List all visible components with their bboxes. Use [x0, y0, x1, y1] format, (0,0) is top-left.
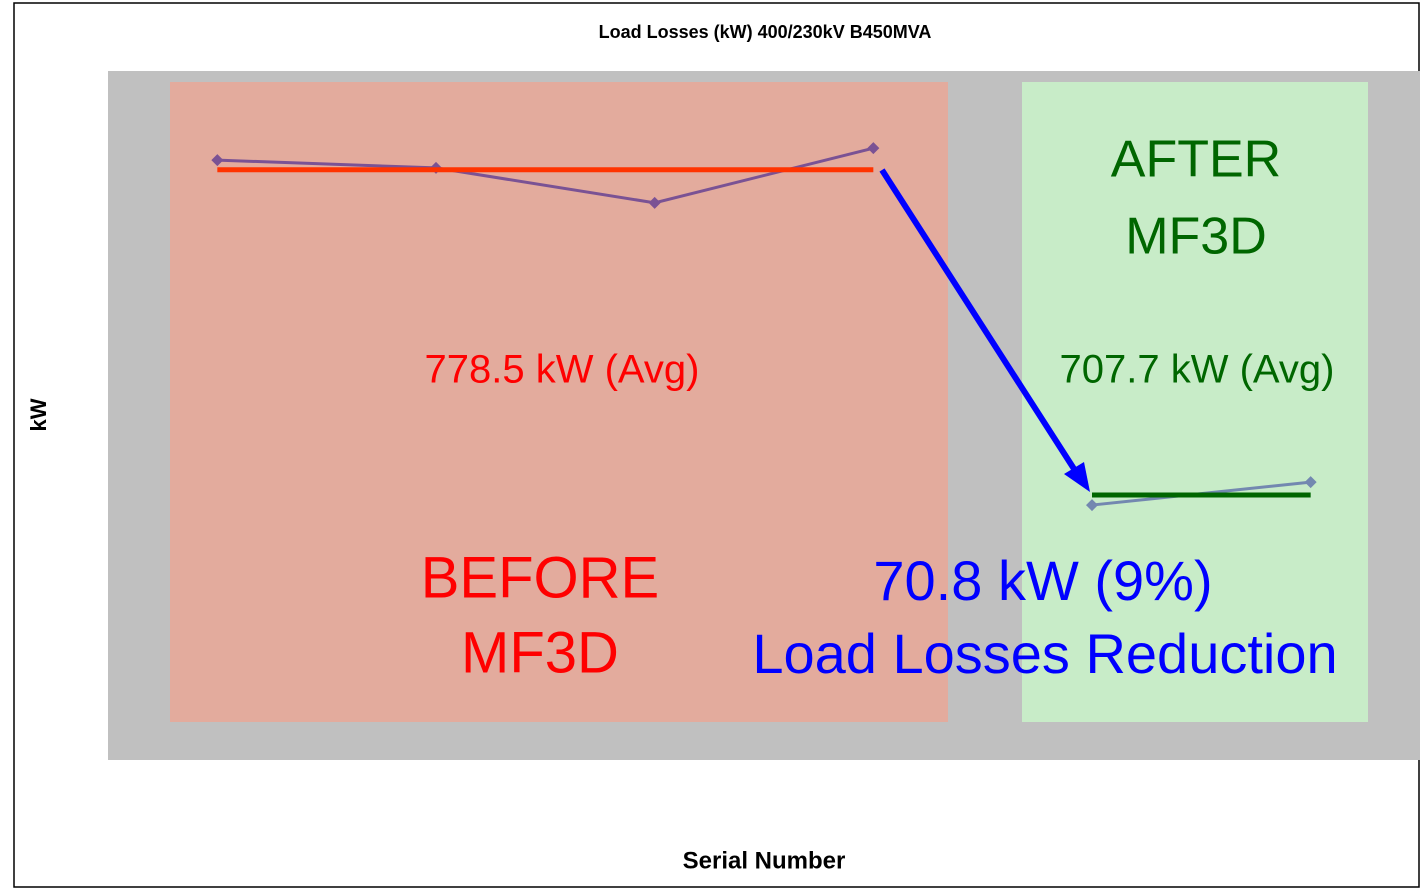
- chart-title: Load Losses (kW) 400/230kV B450MVA: [599, 22, 932, 42]
- annotation: MF3D: [461, 620, 619, 685]
- arrow-head: [1064, 462, 1090, 492]
- annotation: 707.7 kW (Avg): [1060, 348, 1335, 392]
- annotation: AFTER: [1111, 131, 1281, 189]
- marker: [648, 196, 661, 209]
- annotation: BEFORE: [421, 545, 660, 610]
- marks: [211, 142, 1317, 512]
- annotation: 778.5 kW (Avg): [425, 348, 700, 392]
- annotation: Load Losses Reduction: [752, 622, 1337, 685]
- labels: AFTER MF3D 778.5 kW (Avg) 707.7 kW (Avg) BEF…: [421, 131, 1338, 686]
- series-line: [217, 146, 874, 205]
- x-axis-label: Serial Number: [683, 847, 846, 874]
- annotation: MF3D: [1125, 208, 1267, 266]
- marker: [1304, 476, 1317, 489]
- y-axis-label: kW: [26, 398, 51, 431]
- marker: [211, 154, 224, 167]
- after-region: [1022, 82, 1368, 722]
- marker: [867, 142, 880, 155]
- marker: [1086, 499, 1098, 512]
- reduction-arrow: [879, 168, 1079, 474]
- annotation: 70.8 kW (9%): [873, 549, 1212, 612]
